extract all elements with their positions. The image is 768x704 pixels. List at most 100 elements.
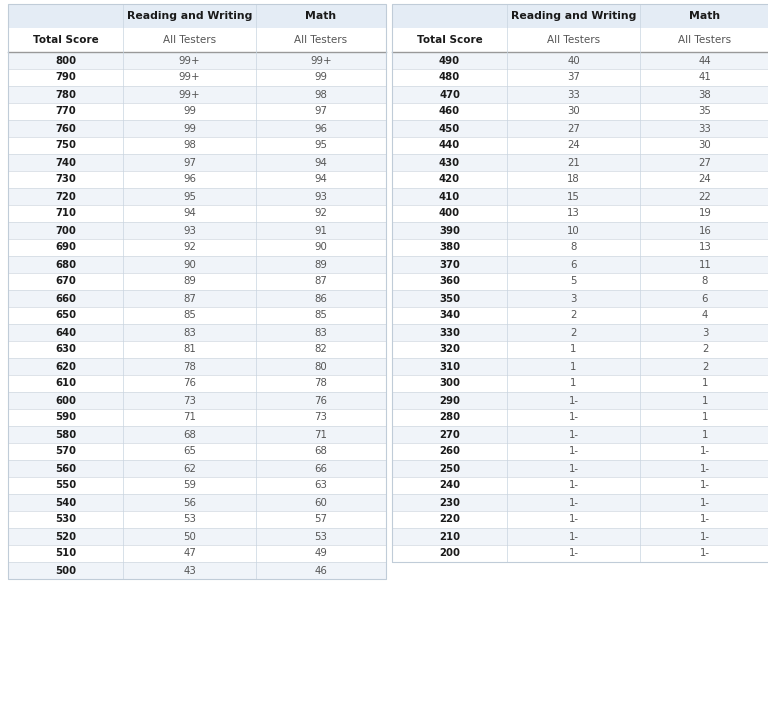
Text: 53: 53 [315,532,327,541]
Bar [8,477,386,494]
Text: 330: 330 [439,327,460,337]
Text: 63: 63 [315,481,327,491]
Bar [392,409,768,426]
Text: 33: 33 [567,89,580,99]
Bar [392,239,768,256]
Text: 10: 10 [567,225,580,236]
Text: 620: 620 [55,361,76,372]
Bar [8,511,386,528]
Bar [8,86,386,103]
Text: 790: 790 [55,73,76,82]
Text: 630: 630 [55,344,76,355]
Text: 550: 550 [55,481,76,491]
Bar [8,528,386,545]
Bar [8,154,386,171]
Text: 8: 8 [702,277,708,287]
Text: 800: 800 [55,56,76,65]
Text: Total Score: Total Score [32,35,98,45]
Bar [392,460,768,477]
Text: 18: 18 [567,175,580,184]
Text: 13: 13 [699,242,711,253]
Text: 5: 5 [571,277,577,287]
Text: 340: 340 [439,310,460,320]
Bar [392,205,768,222]
Text: 27: 27 [699,158,711,168]
Text: 530: 530 [55,515,76,524]
Text: 85: 85 [315,310,327,320]
Text: 38: 38 [699,89,711,99]
Text: 1: 1 [702,429,708,439]
Text: 350: 350 [439,294,460,303]
Bar [8,256,386,273]
Text: 570: 570 [55,446,76,456]
Text: 66: 66 [315,463,327,474]
Text: 1-: 1- [568,396,578,406]
Text: Math: Math [306,11,336,21]
Text: 720: 720 [55,191,76,201]
Text: 98: 98 [315,89,327,99]
Bar [8,375,386,392]
Text: 770: 770 [55,106,76,116]
Text: 71: 71 [315,429,327,439]
Text: 1-: 1- [700,481,710,491]
Bar [392,171,768,188]
Text: 500: 500 [55,565,76,575]
Text: 95: 95 [315,141,327,151]
Text: 1-: 1- [700,498,710,508]
Text: 2: 2 [571,327,577,337]
Bar [8,409,386,426]
Bar [8,341,386,358]
Text: 450: 450 [439,123,460,134]
Bar [392,188,768,205]
Text: All Testers: All Testers [678,35,732,45]
Text: 99+: 99+ [179,73,200,82]
Text: 380: 380 [439,242,460,253]
Text: 41: 41 [699,73,711,82]
Text: 760: 760 [55,123,76,134]
Text: 280: 280 [439,413,460,422]
Bar [392,273,768,290]
Text: Reading and Writing: Reading and Writing [127,11,252,21]
Text: 650: 650 [55,310,76,320]
Text: 710: 710 [55,208,76,218]
Text: Math: Math [690,11,720,21]
Text: 91: 91 [315,225,327,236]
Text: 660: 660 [55,294,76,303]
Text: 220: 220 [439,515,460,524]
Text: Reading and Writing: Reading and Writing [511,11,636,21]
Text: 290: 290 [439,396,460,406]
Text: 47: 47 [183,548,196,558]
Bar [392,222,768,239]
Text: 44: 44 [699,56,711,65]
Text: 89: 89 [315,260,327,270]
Bar [392,528,768,545]
Text: 21: 21 [567,158,580,168]
Text: 96: 96 [315,123,327,134]
Text: 97: 97 [183,158,196,168]
Text: 87: 87 [183,294,196,303]
Text: 33: 33 [699,123,711,134]
Text: 1: 1 [571,344,577,355]
Text: 62: 62 [183,463,196,474]
Text: 1: 1 [702,379,708,389]
Text: 73: 73 [315,413,327,422]
Bar [392,341,768,358]
Text: 560: 560 [55,463,76,474]
Text: 390: 390 [439,225,460,236]
Text: 540: 540 [55,498,76,508]
Text: 1: 1 [702,413,708,422]
Text: 1-: 1- [700,515,710,524]
Text: 580: 580 [55,429,76,439]
Text: 65: 65 [183,446,196,456]
Text: 1: 1 [702,396,708,406]
Bar [8,222,386,239]
Text: 92: 92 [315,208,327,218]
Bar [392,4,768,562]
Bar [8,69,386,86]
Text: 78: 78 [183,361,196,372]
Text: 40: 40 [567,56,580,65]
Text: 99: 99 [183,123,196,134]
Text: 80: 80 [315,361,327,372]
Text: 1-: 1- [568,413,578,422]
Text: 2: 2 [702,344,708,355]
